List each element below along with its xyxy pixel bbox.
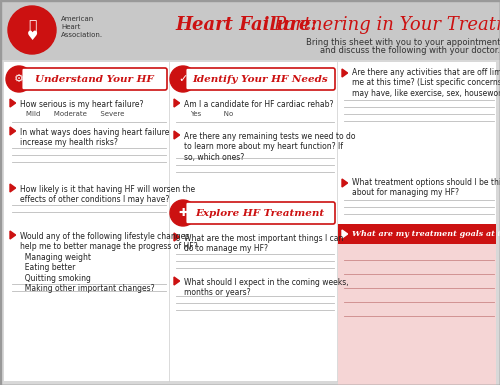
Polygon shape: [174, 233, 180, 241]
Polygon shape: [10, 231, 16, 239]
Text: Mild      Moderate      Severe: Mild Moderate Severe: [26, 111, 124, 117]
Text: Identify Your HF Needs: Identify Your HF Needs: [192, 75, 328, 84]
Text: Bring this sheet with you to your appointment: Bring this sheet with you to your appoin…: [306, 38, 500, 47]
Polygon shape: [10, 184, 16, 192]
Text: Am I a candidate for HF cardiac rehab?: Am I a candidate for HF cardiac rehab?: [184, 100, 334, 109]
Text: What should I expect in the coming weeks,
months or years?: What should I expect in the coming weeks…: [184, 278, 348, 297]
Circle shape: [170, 66, 196, 92]
Text: ⚙: ⚙: [14, 74, 24, 84]
FancyBboxPatch shape: [0, 0, 500, 60]
Text: ✓: ✓: [178, 74, 188, 84]
Text: How serious is my heart failure?: How serious is my heart failure?: [20, 100, 144, 109]
Circle shape: [6, 66, 32, 92]
Text: ♥: ♥: [26, 30, 38, 42]
Polygon shape: [342, 179, 347, 187]
Text: What are my treatment goals at this time?: What are my treatment goals at this time…: [352, 230, 500, 238]
Text: Yes          No: Yes No: [190, 111, 233, 117]
Text: Heart Failure:: Heart Failure:: [175, 16, 324, 34]
Text: Heart: Heart: [61, 24, 80, 30]
Polygon shape: [10, 127, 16, 135]
FancyBboxPatch shape: [4, 62, 496, 381]
Polygon shape: [10, 99, 16, 107]
Text: 🔥: 🔥: [28, 19, 36, 33]
Text: Association.: Association.: [61, 32, 103, 38]
FancyBboxPatch shape: [186, 68, 335, 90]
FancyBboxPatch shape: [0, 0, 500, 60]
Text: Would any of the following lifestyle changes
help me to better manage the progre: Would any of the following lifestyle cha…: [20, 232, 198, 293]
Text: Are there any activities that are off limits for
me at this time? (List specific: Are there any activities that are off li…: [352, 68, 500, 98]
Text: Partnering in Your Treatment: Partnering in Your Treatment: [273, 16, 500, 34]
FancyBboxPatch shape: [338, 244, 496, 385]
Circle shape: [170, 200, 196, 226]
Text: What treatment options should I be thinking
about for managing my HF?: What treatment options should I be think…: [352, 178, 500, 198]
Circle shape: [8, 6, 56, 54]
Text: and discuss the following with your doctor.: and discuss the following with your doct…: [320, 46, 500, 55]
Polygon shape: [342, 69, 347, 77]
FancyBboxPatch shape: [22, 68, 167, 90]
FancyBboxPatch shape: [186, 202, 335, 224]
Polygon shape: [174, 277, 180, 285]
Text: American: American: [61, 16, 94, 22]
Text: How likely is it that having HF will worsen the
effects of other conditions I ma: How likely is it that having HF will wor…: [20, 185, 195, 204]
Text: ✚: ✚: [178, 208, 188, 218]
Text: What are the most important things I can
do to manage my HF?: What are the most important things I can…: [184, 234, 344, 253]
Polygon shape: [174, 131, 180, 139]
Text: In what ways does having heart failure
increase my health risks?: In what ways does having heart failure i…: [20, 128, 170, 147]
Polygon shape: [342, 230, 347, 238]
Polygon shape: [174, 99, 180, 107]
Text: Explore HF Treatment: Explore HF Treatment: [196, 209, 325, 218]
FancyBboxPatch shape: [338, 224, 496, 244]
Text: Understand Your HF: Understand Your HF: [35, 75, 154, 84]
Text: Are there any remaining tests we need to do
to learn more about my heart functio: Are there any remaining tests we need to…: [184, 132, 356, 162]
